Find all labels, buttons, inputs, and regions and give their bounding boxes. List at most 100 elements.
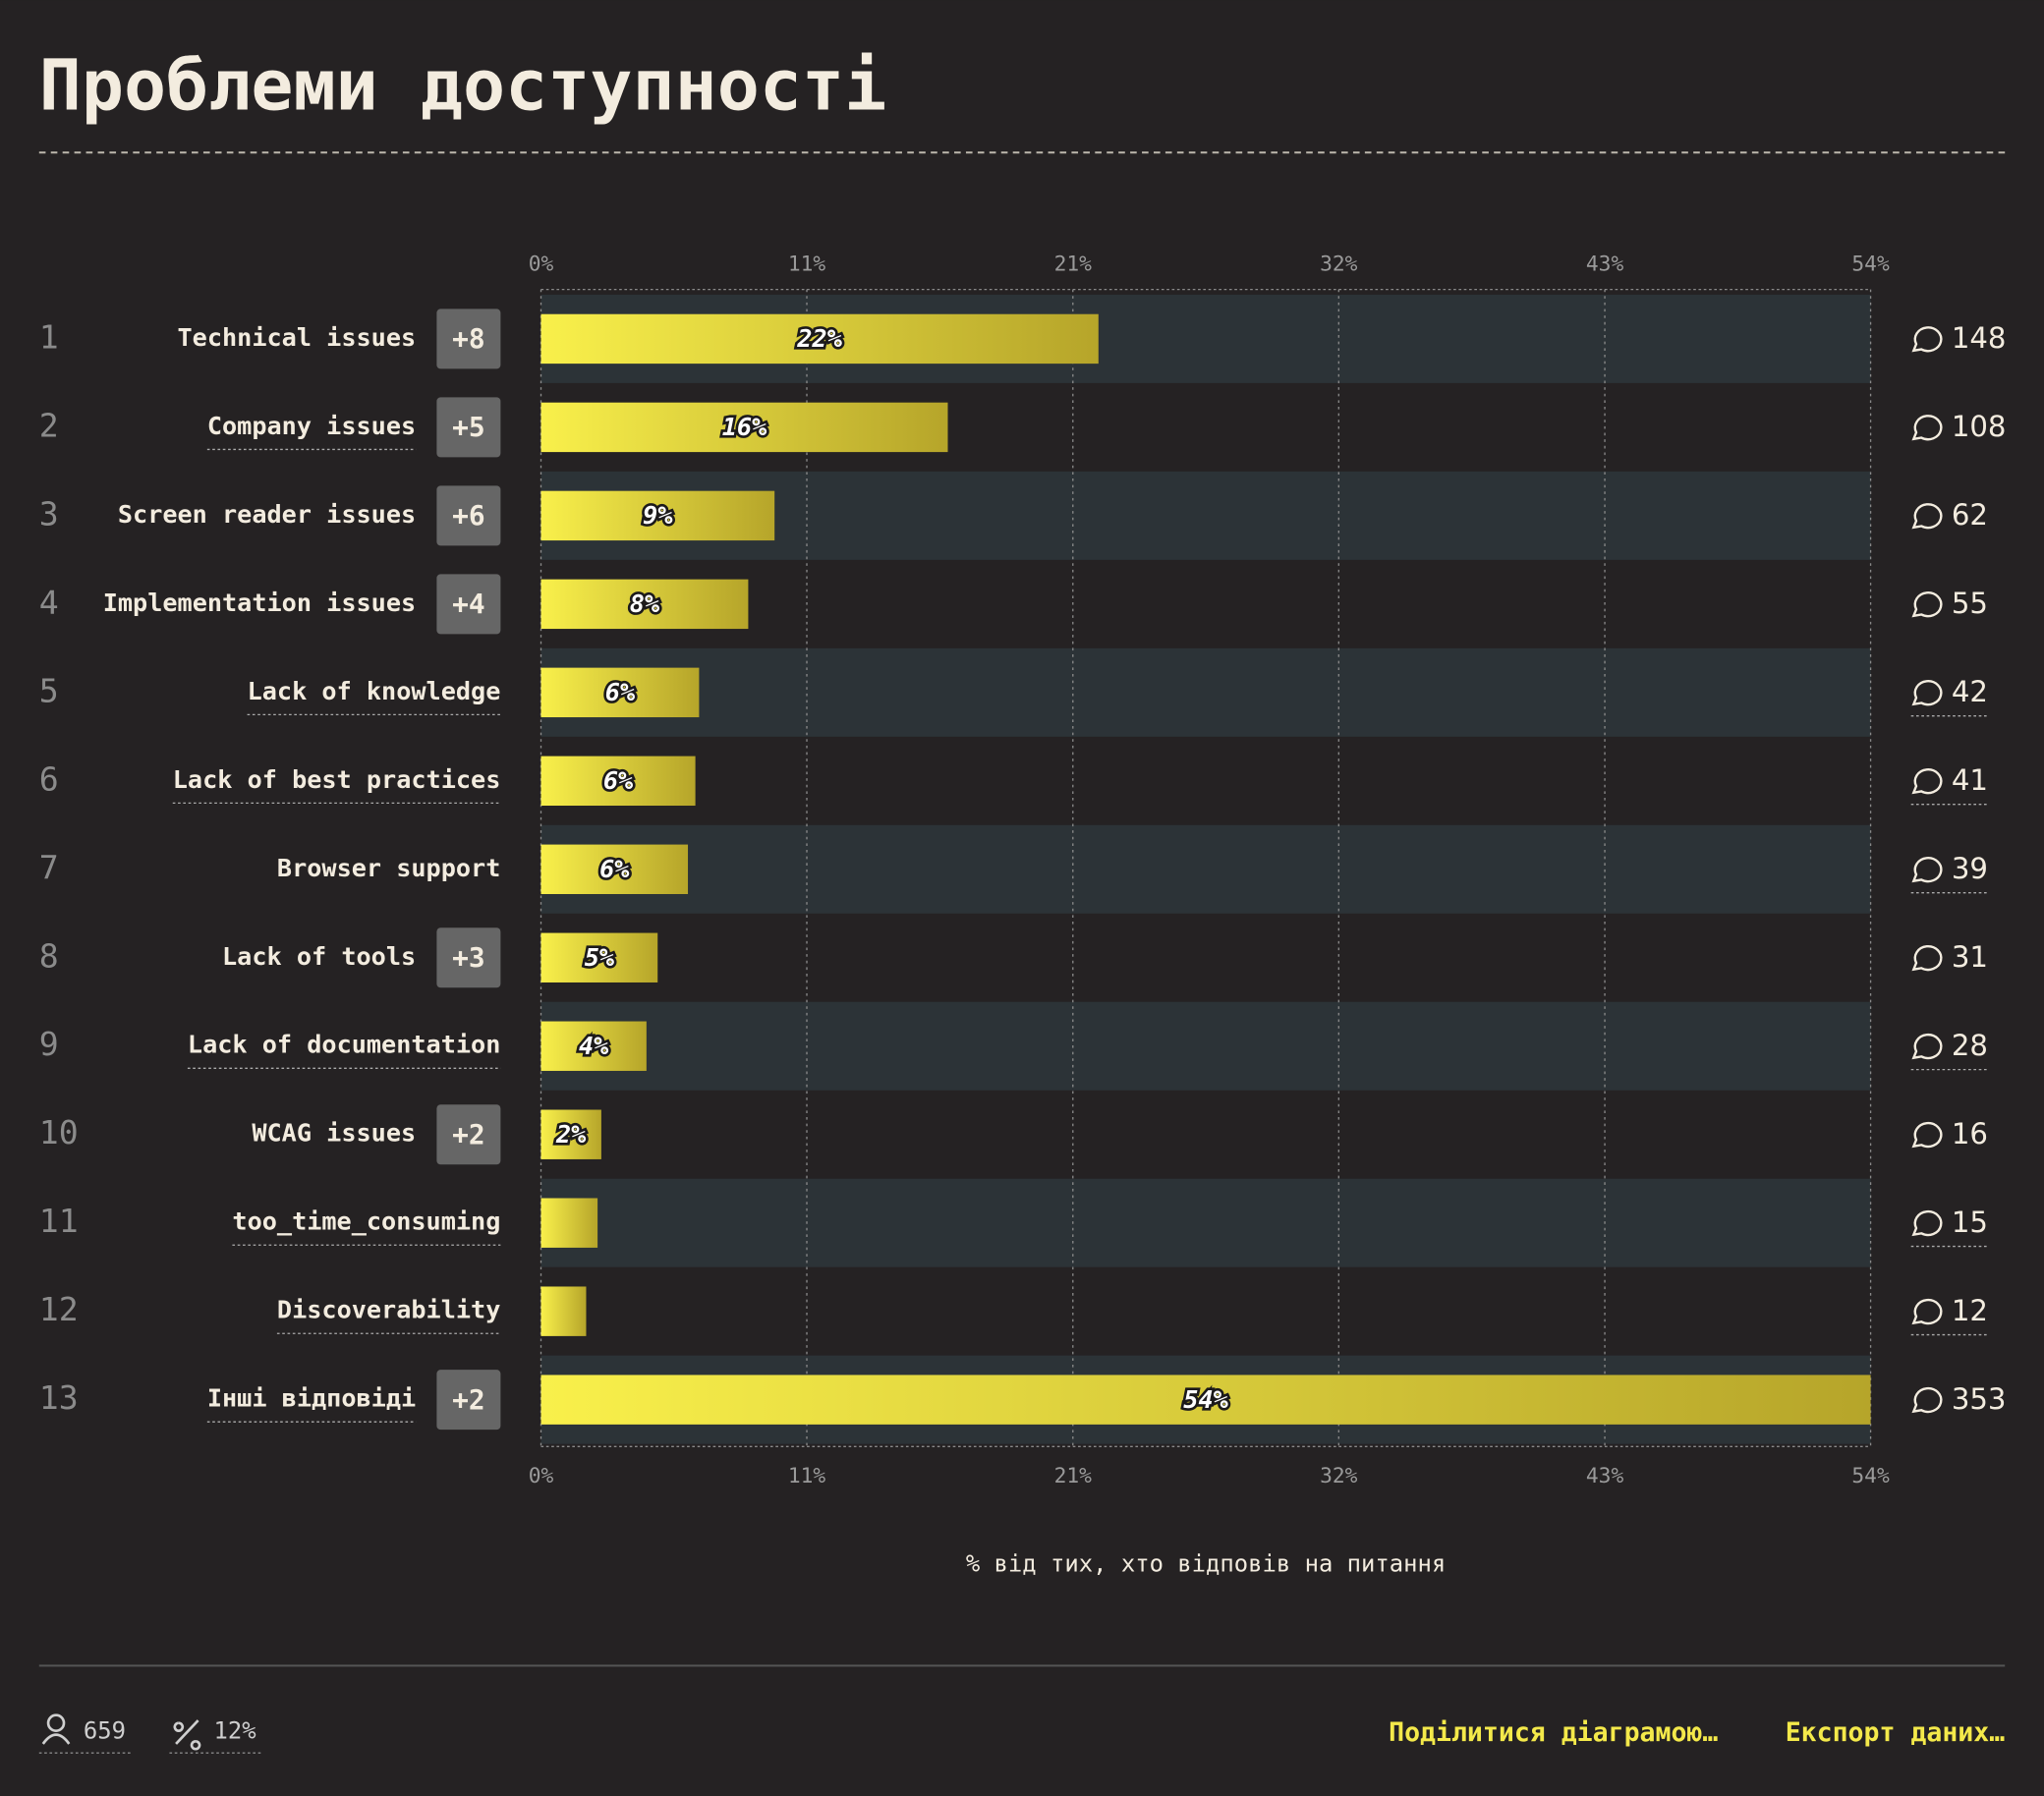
bar xyxy=(540,667,700,718)
category-label: too_time_consuming xyxy=(232,1207,500,1236)
rank: 1 xyxy=(39,317,59,356)
badge-bg xyxy=(436,1104,501,1165)
value-label: 5% xyxy=(585,943,614,972)
comment-icon xyxy=(1911,503,1943,530)
x-tick-label: 43% xyxy=(1586,252,1624,276)
comment-count: 42 xyxy=(1952,675,1988,708)
response-rate[interactable]: 12% xyxy=(169,1716,261,1754)
x-tick-label: 32% xyxy=(1320,252,1358,276)
badge[interactable]: +5 xyxy=(436,397,501,458)
x-tick-label: 43% xyxy=(1586,1464,1624,1488)
rank: 12 xyxy=(39,1290,79,1328)
rank: 7 xyxy=(39,848,59,886)
value-label: 6% xyxy=(605,678,635,706)
comment-count: 55 xyxy=(1952,587,1988,620)
value-label: 4% xyxy=(579,1032,608,1060)
value-label: 2% xyxy=(555,1120,586,1149)
comment-count: 28 xyxy=(1952,1029,1988,1062)
row-band xyxy=(540,824,1871,914)
x-axis-label: % від тих, хто відповів на питання xyxy=(966,1550,1446,1578)
comment-icon xyxy=(1911,591,1943,618)
rank: 3 xyxy=(39,494,59,533)
badge[interactable]: +8 xyxy=(436,309,501,369)
value-label: 6% xyxy=(599,855,629,883)
badge[interactable]: +3 xyxy=(436,927,501,988)
comment-icon xyxy=(1911,415,1943,441)
percent-icon xyxy=(173,1719,201,1751)
comment-icon xyxy=(1911,1298,1943,1325)
comment-icon xyxy=(1911,1121,1943,1149)
rank: 4 xyxy=(39,583,59,621)
chart-title: Проблеми доступності xyxy=(39,44,886,126)
badge-bg xyxy=(436,574,501,635)
comment-count: 41 xyxy=(1952,763,1988,797)
category-label: Discoverability xyxy=(277,1296,500,1324)
share-button[interactable]: Поділитися діаграмою… xyxy=(1389,1717,1718,1748)
badge-label: +4 xyxy=(452,588,485,620)
respondents[interactable]: 659 xyxy=(38,1713,131,1754)
x-tick-label: 32% xyxy=(1320,1464,1358,1488)
comment-icon xyxy=(1911,1209,1943,1237)
category-label: Lack of tools xyxy=(222,942,416,971)
bar xyxy=(540,1375,1871,1425)
badge-label: +2 xyxy=(452,1383,485,1416)
rank: 2 xyxy=(39,406,59,444)
badge[interactable]: +6 xyxy=(436,485,501,546)
x-tick-label: 21% xyxy=(1054,252,1093,276)
badge-label: +2 xyxy=(452,1118,485,1151)
badge-label: +8 xyxy=(452,322,485,355)
comment-count: 62 xyxy=(1952,498,1988,532)
row-band xyxy=(540,1178,1871,1267)
row-band xyxy=(540,647,1871,737)
comment-icon xyxy=(1911,1386,1943,1414)
rank: 6 xyxy=(39,759,59,798)
bar xyxy=(540,1286,587,1336)
bar xyxy=(540,1021,647,1071)
bar xyxy=(540,490,775,541)
bar xyxy=(540,313,1099,365)
rank: 10 xyxy=(39,1113,79,1151)
badge-bg xyxy=(436,397,501,458)
value-label: 8% xyxy=(630,589,659,618)
x-tick-label: 0% xyxy=(529,252,554,276)
badge[interactable]: +2 xyxy=(436,1104,501,1165)
export-button[interactable]: Експорт даних… xyxy=(1786,1717,2006,1748)
rank: 9 xyxy=(39,1025,59,1063)
value-label: 16% xyxy=(722,413,766,441)
comment-icon xyxy=(1911,857,1943,883)
user-icon xyxy=(46,1713,66,1732)
comment-icon xyxy=(1911,944,1943,972)
category-label: Screen reader issues xyxy=(118,500,416,529)
rank: 5 xyxy=(39,671,59,709)
badge-bg xyxy=(436,927,501,988)
comment-icon xyxy=(1911,680,1943,706)
bar xyxy=(540,756,696,807)
category-label: Lack of documentation xyxy=(188,1031,500,1059)
value-label: 54% xyxy=(1183,1385,1228,1414)
badge[interactable]: +2 xyxy=(436,1370,501,1431)
badge-label: +5 xyxy=(452,411,485,443)
x-tick-label: 0% xyxy=(529,1464,554,1488)
category-label: WCAG issues xyxy=(252,1119,416,1148)
comment-count: 16 xyxy=(1952,1117,1988,1151)
badge-bg xyxy=(436,1370,501,1431)
comment-count: 15 xyxy=(1952,1206,1988,1239)
badge[interactable]: +4 xyxy=(436,574,501,635)
comment-count: 39 xyxy=(1952,852,1988,885)
badge-label: +3 xyxy=(452,941,485,974)
value-label: 22% xyxy=(796,324,841,353)
user-icon xyxy=(41,1733,71,1745)
category-label: Інші відповіді xyxy=(207,1384,416,1413)
value-label: 6% xyxy=(603,766,633,795)
rank: 11 xyxy=(39,1202,79,1240)
category-label: Browser support xyxy=(277,854,500,882)
comment-count: 31 xyxy=(1952,940,1988,974)
bar xyxy=(540,402,948,453)
comment-count: 353 xyxy=(1952,1382,2007,1416)
comment-icon xyxy=(1911,326,1943,353)
row-band xyxy=(540,1001,1871,1091)
bar xyxy=(540,1109,601,1159)
x-tick-label: 11% xyxy=(788,252,826,276)
category-label: Company issues xyxy=(207,412,416,440)
